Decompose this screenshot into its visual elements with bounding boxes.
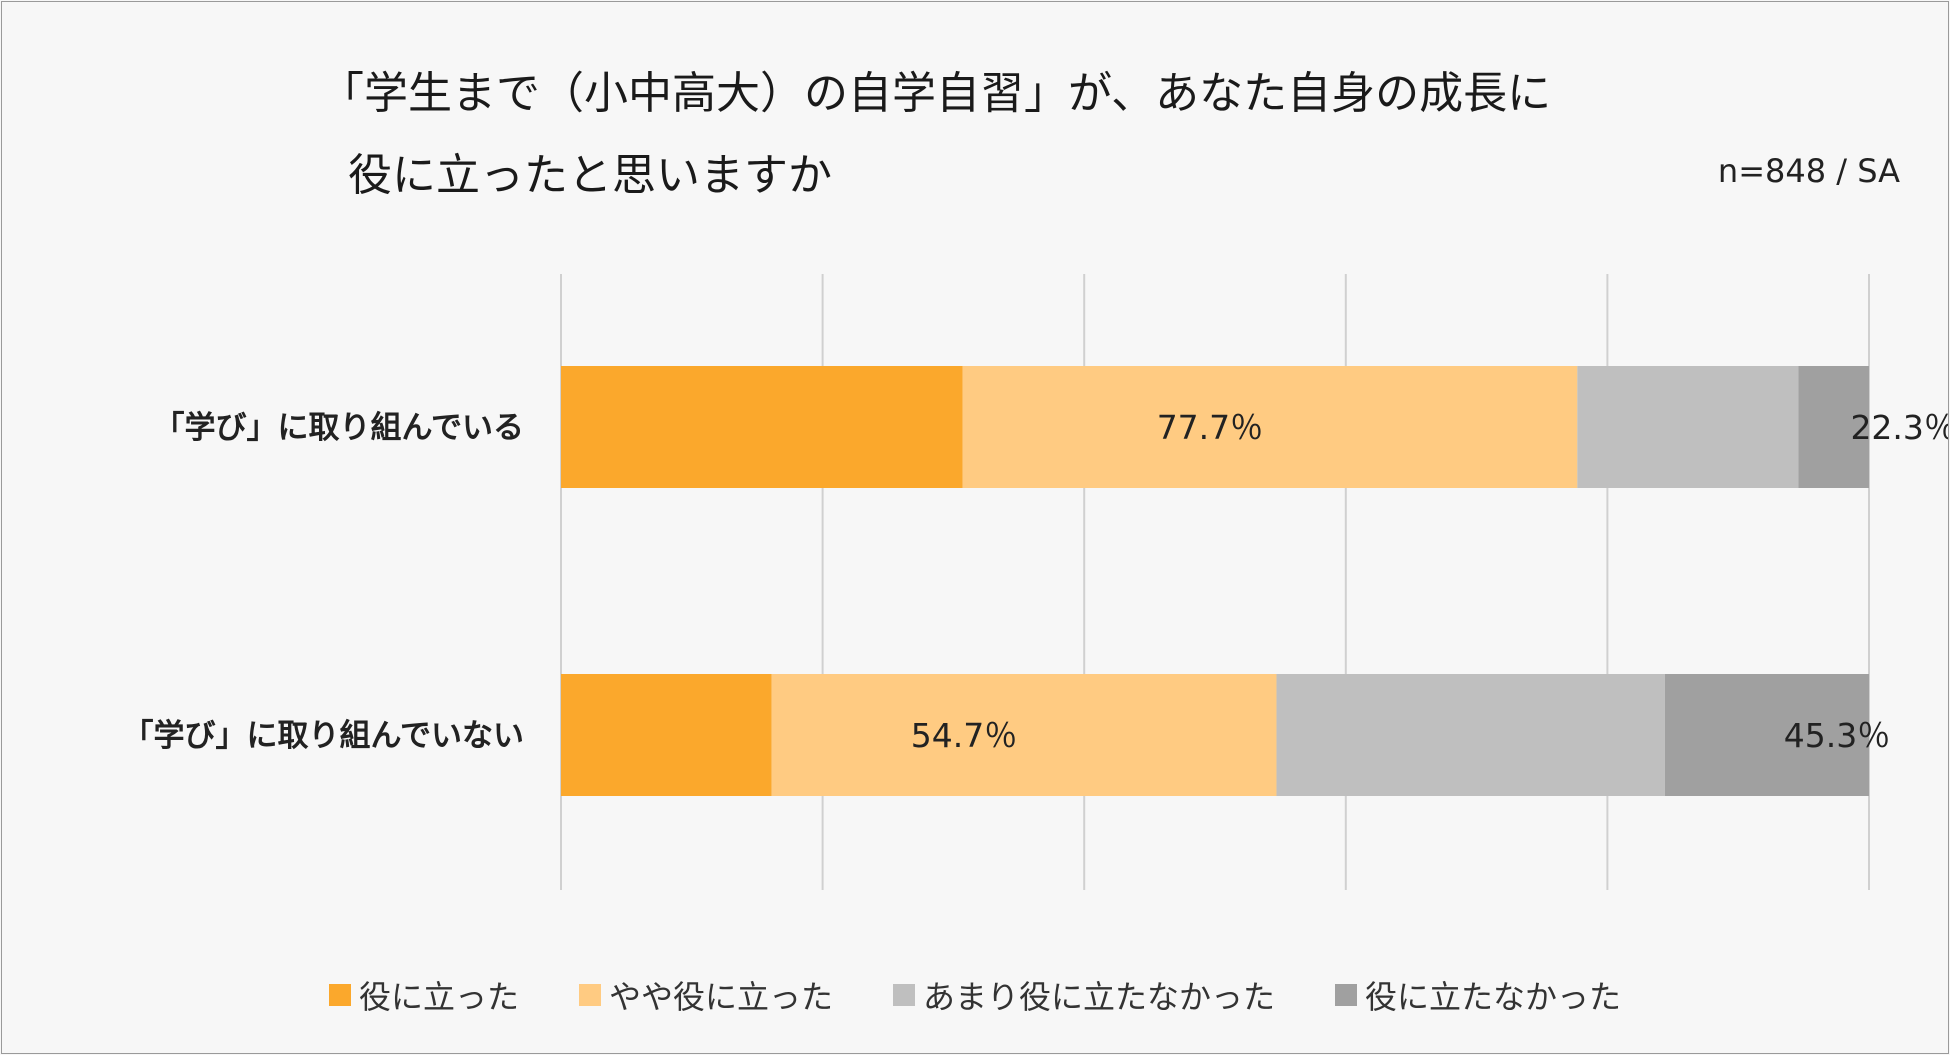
chart-title-line-1: 「学生まで（小中高大）の自学自習」が、あなた自身の成長に	[320, 68, 1552, 119]
legend-label: あまり役に立たなかった	[923, 978, 1276, 1016]
bar-segment	[771, 674, 1277, 796]
category-label: 「学び」に取り組んでいない	[123, 718, 524, 754]
legend-swatch	[893, 984, 915, 1006]
legend-item: 役に立った	[328, 972, 519, 1018]
legend-label: 役に立たなかった	[1365, 978, 1622, 1016]
legend-swatch	[328, 984, 351, 1006]
data-label: 22.3％	[1850, 408, 1948, 447]
chart-title-line-2: 役に立ったと思いますか	[348, 150, 832, 201]
legend-label: やや役に立った	[608, 978, 833, 1016]
bar-segment	[561, 674, 772, 796]
data-label: 54.7％	[911, 716, 1017, 755]
legend: 役に立った やや役に立った あまり役に立たなかった 役に立たなかった	[2, 972, 1948, 1018]
legend-item: あまり役に立たなかった	[893, 972, 1275, 1018]
bar-segment	[962, 366, 1578, 488]
legend-item: やや役に立った	[578, 972, 833, 1018]
legend-swatch	[578, 984, 601, 1006]
legend-swatch	[1335, 984, 1358, 1006]
bar-segment	[1577, 366, 1799, 488]
bar-segment	[1276, 674, 1665, 796]
legend-label: 役に立った	[358, 978, 519, 1016]
bar-segment	[1798, 366, 1869, 488]
stacked-bar-chart: 「学び」に取り組んでいる「学び」に取り組んでいない 77.7％ 22.3％ 54.7％…	[123, 274, 1948, 890]
bar-segment	[561, 366, 963, 488]
data-label: 77.7％	[1157, 408, 1263, 447]
bar-segment	[1664, 674, 1869, 796]
sample-note: n=848 / SA	[1717, 152, 1900, 190]
category-label: 「学び」に取り組んでいる	[154, 410, 524, 446]
data-label: 45.3％	[1784, 716, 1890, 755]
legend-item: 役に立たなかった	[1335, 972, 1621, 1018]
